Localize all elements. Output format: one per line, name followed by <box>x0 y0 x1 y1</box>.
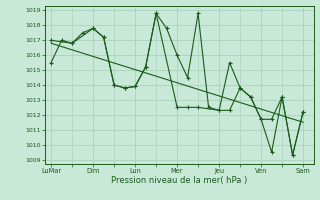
X-axis label: Pression niveau de la mer( hPa ): Pression niveau de la mer( hPa ) <box>111 176 247 185</box>
